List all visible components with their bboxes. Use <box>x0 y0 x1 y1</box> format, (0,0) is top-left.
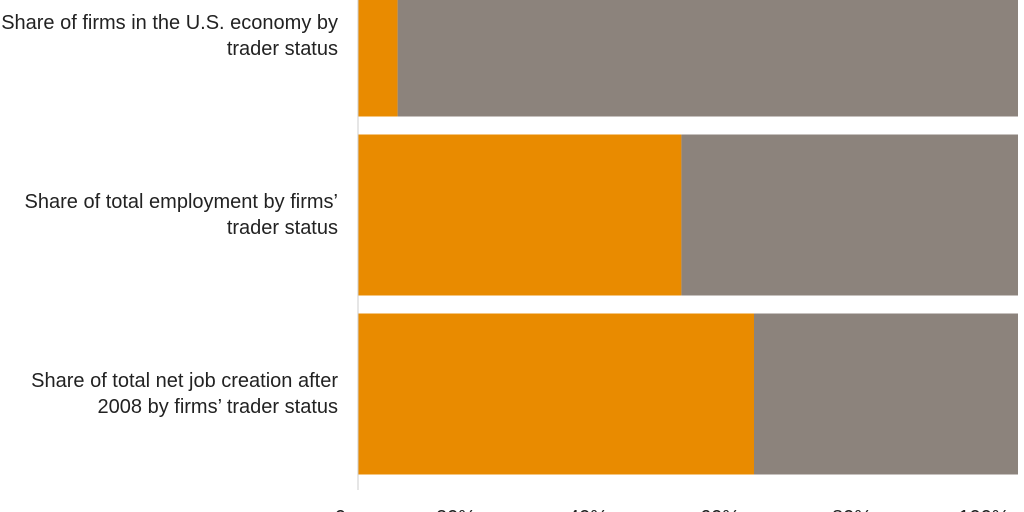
x-tick-label: 40% <box>568 507 608 512</box>
category-label: Share of total net job creation after 20… <box>31 370 338 418</box>
bar-segment <box>358 0 398 117</box>
x-tick-label: 0 <box>335 507 346 512</box>
x-tick-label: 80% <box>832 507 872 512</box>
category-label: Share of total employment by firms’ trad… <box>24 191 338 239</box>
x-tick-label: 20% <box>436 507 476 512</box>
bar-segment <box>358 313 754 475</box>
category-label: Share of firms in the U.S. economy by tr… <box>1 12 338 60</box>
bar-segment <box>681 134 1018 296</box>
x-tick-label: 100% <box>958 507 1009 512</box>
bar-segment <box>397 0 1019 117</box>
bar-segment <box>754 313 1018 475</box>
x-tick-label: 60% <box>700 507 740 512</box>
bar-segment <box>358 134 682 296</box>
